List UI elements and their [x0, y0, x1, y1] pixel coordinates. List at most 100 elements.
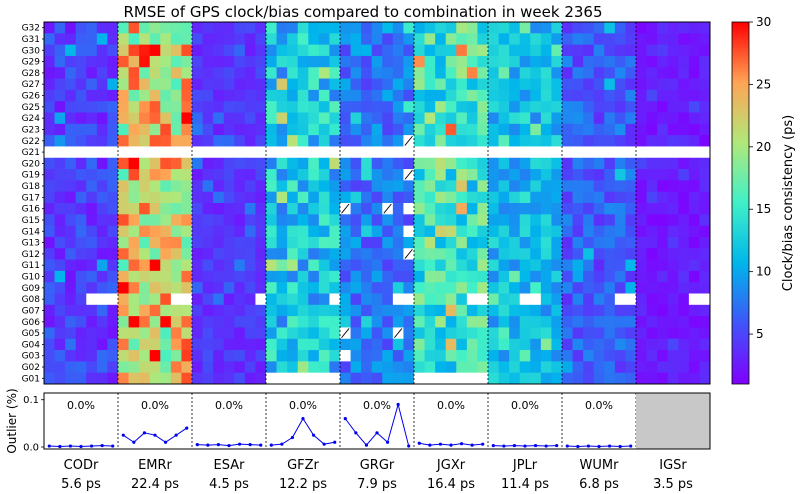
missing-cell [551, 146, 563, 159]
center-rms-label: 12.2 ps [279, 477, 327, 492]
heat-cell [466, 44, 478, 57]
outlier-series-line [271, 417, 335, 446]
heat-cell [86, 327, 98, 340]
heat-cell [107, 55, 119, 68]
heat-cell [371, 101, 383, 113]
heat-cell [160, 248, 172, 260]
heat-cell [202, 33, 214, 46]
heat-cell [646, 33, 658, 46]
heat-cell [213, 203, 225, 215]
heat-cell [329, 203, 341, 215]
heat-cell [160, 214, 172, 227]
heat-cell [244, 248, 256, 260]
missing-cell [297, 146, 309, 159]
heat-cell [350, 44, 362, 57]
heat-cell [350, 372, 362, 385]
heat-cell [445, 236, 457, 249]
heat-cell [255, 338, 267, 351]
heat-cell [213, 293, 225, 306]
heat-cell [456, 338, 468, 351]
heat-cell [244, 67, 256, 79]
heat-cell [509, 191, 521, 204]
center-label: CODr [64, 458, 99, 473]
heat-cell [160, 191, 172, 204]
heat-cell [625, 304, 637, 317]
heat-cell [128, 203, 140, 215]
heat-cell [403, 191, 415, 204]
heat-cell [646, 270, 658, 283]
heat-cell [75, 44, 87, 57]
heat-cell [646, 316, 658, 328]
heat-cell [308, 361, 320, 374]
heat-cell [530, 361, 542, 374]
heat-cell [667, 225, 679, 238]
heat-cell [498, 191, 510, 204]
heat-cell [604, 191, 616, 204]
heat-cell [498, 180, 510, 193]
heat-cell [551, 350, 563, 362]
heat-cell [318, 135, 330, 147]
heat-cell [540, 55, 552, 68]
heat-cell [678, 327, 690, 340]
heat-cell [287, 327, 299, 340]
heat-cell [424, 259, 436, 272]
heat-cell [192, 157, 203, 170]
heat-cell [297, 203, 309, 215]
heat-cell [244, 361, 256, 374]
colorbar-tick-label: 5 [756, 327, 764, 341]
heat-cell [170, 338, 182, 351]
heat-cell [170, 361, 182, 374]
heat-cell [223, 338, 235, 351]
heat-cell [223, 270, 235, 283]
heat-cell [96, 259, 108, 272]
heat-cell [614, 338, 626, 351]
missing-cell [139, 146, 151, 159]
heat-cell [614, 44, 626, 57]
heat-cell [213, 22, 225, 34]
heat-cell [266, 44, 277, 57]
heat-cell [572, 101, 584, 113]
heat-cell [509, 214, 521, 227]
heat-cell [361, 157, 373, 170]
heat-cell [266, 169, 277, 181]
heat-cell [667, 78, 679, 91]
heat-cell [530, 236, 542, 249]
heat-cell [350, 236, 362, 249]
heat-cell [54, 123, 66, 136]
heat-cell [192, 282, 203, 294]
heat-cell [276, 236, 288, 249]
heat-cell [192, 112, 203, 125]
heat-cell [170, 203, 182, 215]
heat-cell [551, 55, 563, 68]
heat-cell [149, 180, 161, 193]
heat-cell [128, 316, 140, 328]
heat-cell [414, 180, 425, 193]
heat-cell [604, 22, 616, 34]
heat-cell [667, 22, 679, 34]
heat-cell [255, 135, 267, 147]
heat-cell [414, 203, 425, 215]
heat-cell [255, 225, 267, 238]
outlier-point [629, 444, 633, 448]
heat-cell [636, 225, 647, 238]
heat-cell [424, 89, 436, 102]
heat-cell [435, 361, 447, 374]
heat-cell [678, 236, 690, 249]
heat-cell [498, 101, 510, 113]
outlier-point [364, 443, 369, 447]
heat-cell [340, 282, 351, 294]
heat-cell [392, 372, 404, 385]
heat-cell [699, 33, 711, 46]
heat-cell [519, 157, 531, 170]
heat-cell [128, 338, 140, 351]
heat-cell [392, 169, 404, 181]
heat-cell [318, 282, 330, 294]
missing-cell [699, 293, 711, 306]
heat-cell [424, 123, 436, 136]
y-tick-label: G24 [22, 114, 41, 124]
heat-cell [435, 203, 447, 215]
heat-cell [593, 78, 605, 91]
heat-cell [551, 338, 563, 351]
heat-cell [75, 180, 87, 193]
heat-cell [678, 78, 690, 91]
